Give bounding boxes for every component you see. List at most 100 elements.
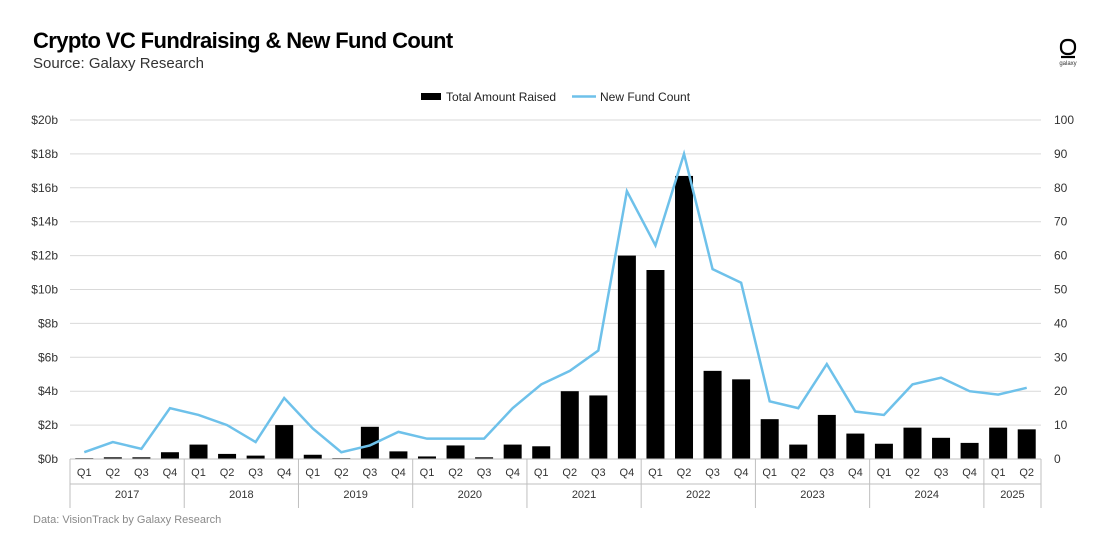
bar	[389, 451, 408, 459]
y-left-tick-label: $2b	[38, 418, 58, 432]
x-tick-label: Q2	[562, 467, 577, 479]
x-tick-label: Q2	[105, 467, 120, 479]
y-left-tick-label: $12b	[31, 249, 58, 263]
y-right-tick-label: 30	[1054, 350, 1068, 364]
y-right-tick-label: 70	[1054, 215, 1068, 229]
bar	[246, 455, 265, 459]
legend-label-line: New Fund Count	[600, 90, 691, 104]
x-year-label: 2018	[229, 489, 253, 501]
x-year-label: 2024	[915, 489, 939, 501]
x-year-label: 2023	[800, 489, 824, 501]
x-tick-label: Q1	[762, 467, 777, 479]
y-right-tick-label: 40	[1054, 316, 1068, 330]
y-left-tick-label: $10b	[31, 283, 58, 297]
y-right-tick-label: 80	[1054, 181, 1068, 195]
bar	[703, 370, 722, 459]
x-year-label: 2020	[458, 489, 482, 501]
x-tick-label: Q4	[391, 467, 406, 479]
y-left-tick-label: $18b	[31, 147, 58, 161]
bar	[874, 443, 893, 459]
x-tick-label: Q2	[791, 467, 806, 479]
y-right-tick-label: 60	[1054, 249, 1068, 263]
bar	[360, 426, 379, 459]
legend: Total Amount Raised New Fund Count	[421, 90, 691, 104]
bar	[560, 391, 579, 459]
x-tick-label: Q3	[248, 467, 263, 479]
x-tick-label: Q1	[191, 467, 206, 479]
y-right-tick-label: 0	[1054, 452, 1061, 466]
x-tick-label: Q1	[648, 467, 663, 479]
x-tick-label: Q4	[277, 467, 292, 479]
bar	[417, 456, 436, 459]
x-year-label: 2021	[572, 489, 596, 501]
bar	[732, 379, 751, 459]
y-axis-right: 0 10 20 30 40 50 60 70 80 90 100	[1054, 113, 1074, 466]
y-left-tick-label: $4b	[38, 384, 58, 398]
bar	[303, 454, 322, 459]
x-tick-label: Q3	[705, 467, 720, 479]
x-tick-label: Q4	[505, 467, 520, 479]
bar	[760, 419, 779, 459]
x-tick-label: Q1	[991, 467, 1006, 479]
x-tick-label: Q2	[334, 467, 349, 479]
x-tick-label: Q1	[877, 467, 892, 479]
x-tick-label: Q2	[1019, 467, 1034, 479]
bar	[646, 270, 665, 459]
x-tick-label: Q3	[934, 467, 949, 479]
bar	[675, 175, 694, 459]
x-tick-label: Q1	[305, 467, 320, 479]
y-right-tick-label: 90	[1054, 147, 1068, 161]
bar	[617, 255, 636, 459]
galaxy-logo: galaxy	[1054, 38, 1082, 67]
x-tick-label: Q1	[534, 467, 549, 479]
footer-source: Data: VisionTrack by Galaxy Research	[33, 514, 222, 526]
x-tick-label: Q1	[77, 467, 92, 479]
y-left-tick-label: $14b	[31, 215, 58, 229]
x-tick-label: Q2	[220, 467, 235, 479]
bar	[132, 457, 151, 459]
x-year-label: 2022	[686, 489, 710, 501]
x-year-label: 2019	[343, 489, 367, 501]
bar	[218, 453, 237, 459]
bar	[275, 425, 294, 459]
y-right-tick-label: 100	[1054, 113, 1074, 127]
x-tick-label: Q3	[363, 467, 378, 479]
y-right-tick-label: 10	[1054, 418, 1068, 432]
x-tick-label: Q2	[905, 467, 920, 479]
bar	[475, 457, 494, 459]
x-tick-label: Q2	[677, 467, 692, 479]
x-year-label: 2025	[1000, 489, 1024, 501]
bar	[589, 395, 608, 459]
bar	[846, 433, 865, 459]
bar	[817, 414, 836, 459]
y-left-tick-label: $20b	[31, 113, 58, 127]
gridlines	[70, 119, 1041, 426]
x-tick-label: Q3	[819, 467, 834, 479]
x-axis: Q1 Q2 Q3 Q4 Q1 Q2 Q3 Q4 Q1 Q2 Q3 Q4 Q1 Q2 Q3 Q4 Q1 Q2 Q3 Q4…	[69, 458, 1042, 508]
bar	[1017, 429, 1036, 459]
new-fund-count-line	[83, 149, 1028, 454]
x-tick-label: Q4	[620, 467, 635, 479]
bar	[903, 427, 922, 459]
bar	[189, 444, 208, 459]
x-tick-label: Q4	[848, 467, 863, 479]
x-tick-label: Q2	[448, 467, 463, 479]
galaxy-logo-icon	[1059, 38, 1077, 59]
x-tick-label: Q4	[962, 467, 977, 479]
bar	[532, 446, 551, 459]
x-tick-label: Q4	[734, 467, 749, 479]
chart-subtitle: Source: Galaxy Research	[33, 55, 204, 72]
x-tick-label: Q3	[591, 467, 606, 479]
legend-swatch-bar	[421, 93, 441, 100]
x-tick-label: Q3	[134, 467, 149, 479]
y-axis-left: $0b $2b $4b $6b $8b $10b $12b $14b $16b $18b $20b	[31, 113, 58, 466]
x-tick-label: Q3	[477, 467, 492, 479]
y-left-tick-label: $0b	[38, 452, 58, 466]
bar	[932, 437, 951, 459]
y-left-tick-label: $16b	[31, 181, 58, 195]
y-right-tick-label: 20	[1054, 384, 1068, 398]
y-right-tick-label: 50	[1054, 283, 1068, 297]
y-left-tick-label: $8b	[38, 316, 58, 330]
galaxy-logo-text: galaxy	[1059, 61, 1077, 67]
